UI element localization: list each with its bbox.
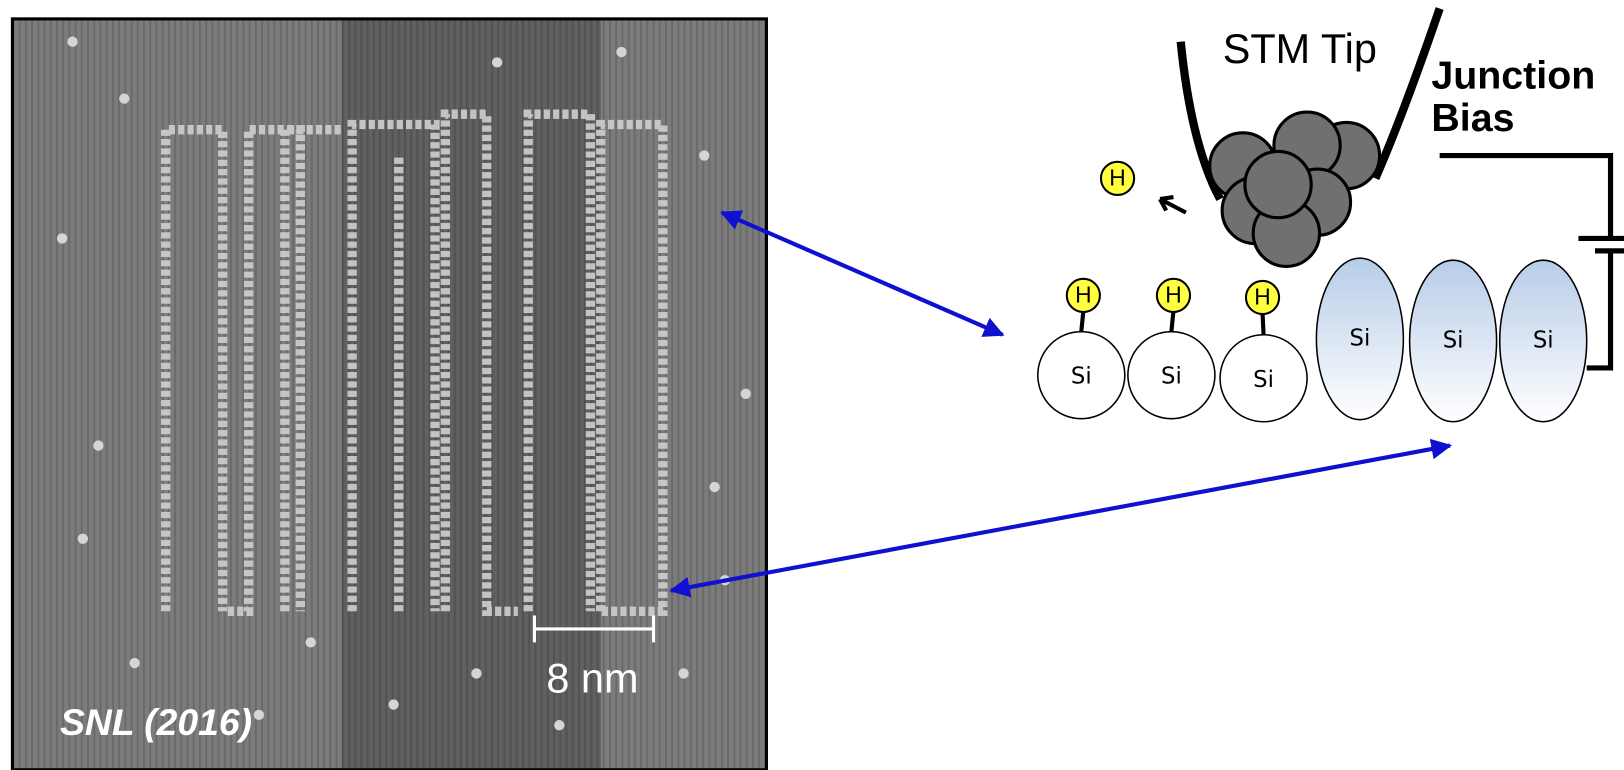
h-label: H xyxy=(1075,281,1091,307)
si-label: Si xyxy=(1071,364,1092,390)
si-label: Si xyxy=(1161,364,1182,390)
si-label: Si xyxy=(1533,327,1554,353)
figure: 8 nm SNL (2016) STM Tip Junction Bias H xyxy=(0,0,1624,770)
credit: SNL (2016) xyxy=(60,701,252,743)
scale-label: 8 nm xyxy=(546,656,638,702)
bias-label: Junction xyxy=(1431,53,1595,97)
surface-atoms: H H H Si Si Si Si Si Si xyxy=(1038,258,1587,422)
arrow xyxy=(671,446,1450,591)
h-label: H xyxy=(1109,164,1125,190)
si-label: Si xyxy=(1253,367,1274,393)
stm-tip: STM Tip xyxy=(1181,9,1440,267)
desorbed-hydrogen: H xyxy=(1101,162,1186,213)
h-label: H xyxy=(1165,281,1181,307)
si-label: Si xyxy=(1443,327,1464,353)
stm-image: 8 nm SNL (2016) xyxy=(12,19,766,770)
page: {"image": {"scale_bar": "8 nm", "credit"… xyxy=(0,0,1624,770)
bias-label: Bias xyxy=(1431,96,1514,140)
si-label: Si xyxy=(1350,325,1371,351)
tip-label: STM Tip xyxy=(1223,26,1377,72)
h-label: H xyxy=(1254,284,1270,310)
